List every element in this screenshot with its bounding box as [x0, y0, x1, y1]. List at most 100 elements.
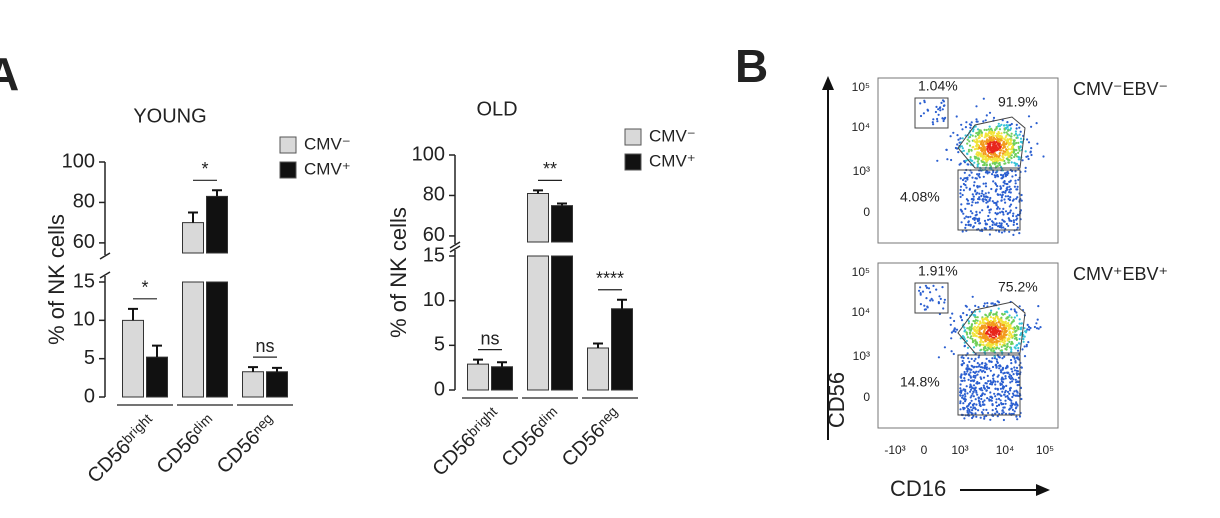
- event-dot: [1033, 325, 1036, 329]
- event-dot: [986, 147, 989, 150]
- event-dot: [978, 382, 981, 385]
- event-dot: [970, 149, 973, 152]
- event-dot: [1000, 380, 1004, 383]
- event-dot: [998, 146, 1001, 149]
- event-dot: [978, 330, 981, 333]
- event-dot: [1005, 171, 1008, 174]
- event-dot: [997, 143, 1000, 147]
- event-dot: [1007, 212, 1010, 215]
- event-dot: [1001, 330, 1004, 333]
- event-dot: [943, 104, 946, 107]
- event-dot: [1016, 373, 1019, 376]
- event-dot: [996, 148, 999, 152]
- event-dot: [1005, 322, 1008, 325]
- event-dot: [980, 397, 983, 401]
- event-dot: [1014, 130, 1018, 133]
- gate-percent: 1.04%: [918, 78, 958, 94]
- event-dot: [1011, 392, 1015, 395]
- event-dot: [1008, 230, 1011, 233]
- event-dot: [1003, 153, 1007, 156]
- event-dot: [990, 187, 993, 191]
- y-tick-label: 15: [423, 244, 445, 266]
- event-dot: [973, 406, 976, 409]
- plot-label: CMV⁺EBV⁺: [1073, 264, 1168, 284]
- event-dot: [982, 384, 985, 387]
- event-dot: [985, 128, 988, 132]
- event-dot: [966, 346, 970, 349]
- event-dot: [997, 404, 1001, 407]
- event-dot: [983, 140, 987, 143]
- event-dot: [962, 356, 965, 360]
- event-dot: [1015, 401, 1018, 404]
- event-dot: [975, 193, 978, 196]
- event-dot: [1001, 156, 1004, 159]
- event-dot: [996, 138, 999, 141]
- flow-x-tick-label: 10⁵: [1036, 443, 1054, 457]
- gate: [957, 169, 1021, 231]
- event-dot: [959, 188, 962, 192]
- event-dot: [950, 350, 953, 353]
- event-dot: [1015, 155, 1018, 158]
- event-dot: [969, 368, 972, 371]
- event-dot: [1000, 383, 1004, 386]
- event-dot: [996, 207, 999, 210]
- event-dot: [1003, 180, 1006, 183]
- bar: [242, 371, 264, 398]
- bar: [266, 371, 288, 398]
- event-dot: [1012, 223, 1015, 226]
- event-dot: [965, 385, 968, 388]
- event-dot: [980, 339, 983, 342]
- event-dot: [971, 176, 974, 179]
- event-dot: [944, 116, 947, 119]
- event-dot: [969, 337, 972, 340]
- event-dot: [919, 303, 923, 306]
- event-dot: [1007, 143, 1011, 146]
- event-dot: [971, 409, 974, 412]
- event-dot: [1002, 226, 1005, 229]
- legend-label: CMV⁺: [649, 151, 696, 170]
- event-dot: [966, 336, 970, 339]
- event-dot: [962, 312, 965, 315]
- event-dot: [995, 358, 998, 361]
- event-dot: [984, 362, 987, 365]
- legend-swatch: [279, 136, 297, 154]
- event-dot: [972, 226, 975, 229]
- event-dot: [975, 335, 978, 338]
- event-dot: [1002, 158, 1005, 161]
- event-dot: [997, 347, 1001, 350]
- event-dot: [986, 386, 990, 389]
- event-dot: [980, 332, 983, 335]
- event-dot: [982, 408, 985, 411]
- event-dot: [985, 408, 988, 411]
- event-dot: [949, 316, 952, 319]
- event-dot: [968, 135, 972, 139]
- event-dot: [988, 333, 992, 336]
- event-dot: [969, 406, 973, 409]
- event-dot: [1023, 355, 1027, 358]
- event-dot: [994, 134, 998, 137]
- event-dot: [985, 201, 988, 204]
- event-dot: [983, 328, 987, 331]
- event-dot: [986, 196, 989, 199]
- event-dot: [1011, 370, 1014, 373]
- event-dot: [1008, 134, 1011, 137]
- event-dot: [969, 156, 972, 159]
- event-dot: [935, 105, 938, 108]
- event-dot: [1013, 143, 1016, 146]
- event-dot: [1010, 374, 1013, 378]
- event-dot: [977, 158, 980, 161]
- event-dot: [991, 357, 994, 360]
- event-dot: [1001, 137, 1004, 140]
- event-dot: [1006, 140, 1010, 143]
- event-dot: [1000, 340, 1003, 343]
- event-dot: [994, 387, 997, 390]
- event-dot: [987, 134, 990, 137]
- event-dot: [963, 397, 966, 400]
- chart-title: OLD: [476, 98, 517, 120]
- event-dot: [966, 138, 969, 141]
- axis-break: [99, 271, 111, 279]
- event-dot: [977, 154, 980, 157]
- event-dot: [1014, 330, 1017, 333]
- event-dot: [1014, 170, 1017, 173]
- event-dot: [1016, 391, 1019, 394]
